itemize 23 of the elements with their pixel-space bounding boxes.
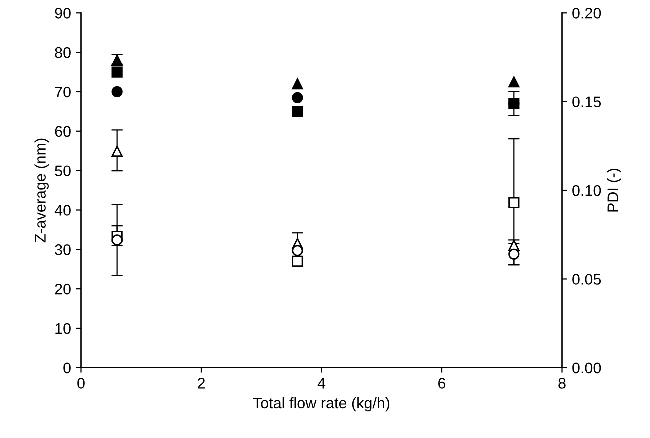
y-tick-label: 90 xyxy=(55,8,71,19)
y2-axis-title: PDI (-) xyxy=(607,168,622,212)
y-tick-label: 40 xyxy=(54,205,71,216)
y-tick-label: 10 xyxy=(56,323,71,334)
y-tick-label: 50 xyxy=(55,166,71,177)
y2-tick-label: 0.15 xyxy=(572,96,602,108)
y-axis-title: Z-average (nm) xyxy=(34,138,49,243)
x-tick-label: 4 xyxy=(318,378,326,389)
y-tick-label: 0 xyxy=(64,362,71,374)
y-tick-label: 70 xyxy=(55,86,71,98)
y-tick-label: 60 xyxy=(55,126,71,138)
y2-tick-label: 0.20 xyxy=(572,8,602,19)
x-tick-label: 8 xyxy=(558,378,566,389)
y-tick-label: 30 xyxy=(55,244,71,256)
y2-tick-label: 0.10 xyxy=(572,185,602,196)
x-tick-label: 0 xyxy=(78,378,85,389)
y2-tick-label: 0.05 xyxy=(572,274,602,285)
x-axis-title: Total flow rate (kg/h) xyxy=(253,397,390,412)
x-tick-label: 6 xyxy=(438,378,446,389)
y-tick-label: 20 xyxy=(55,284,71,295)
y2-tick-label: 0.00 xyxy=(572,362,602,374)
y-tick-label: 80 xyxy=(55,47,71,58)
x-tick-label: 2 xyxy=(198,378,205,389)
